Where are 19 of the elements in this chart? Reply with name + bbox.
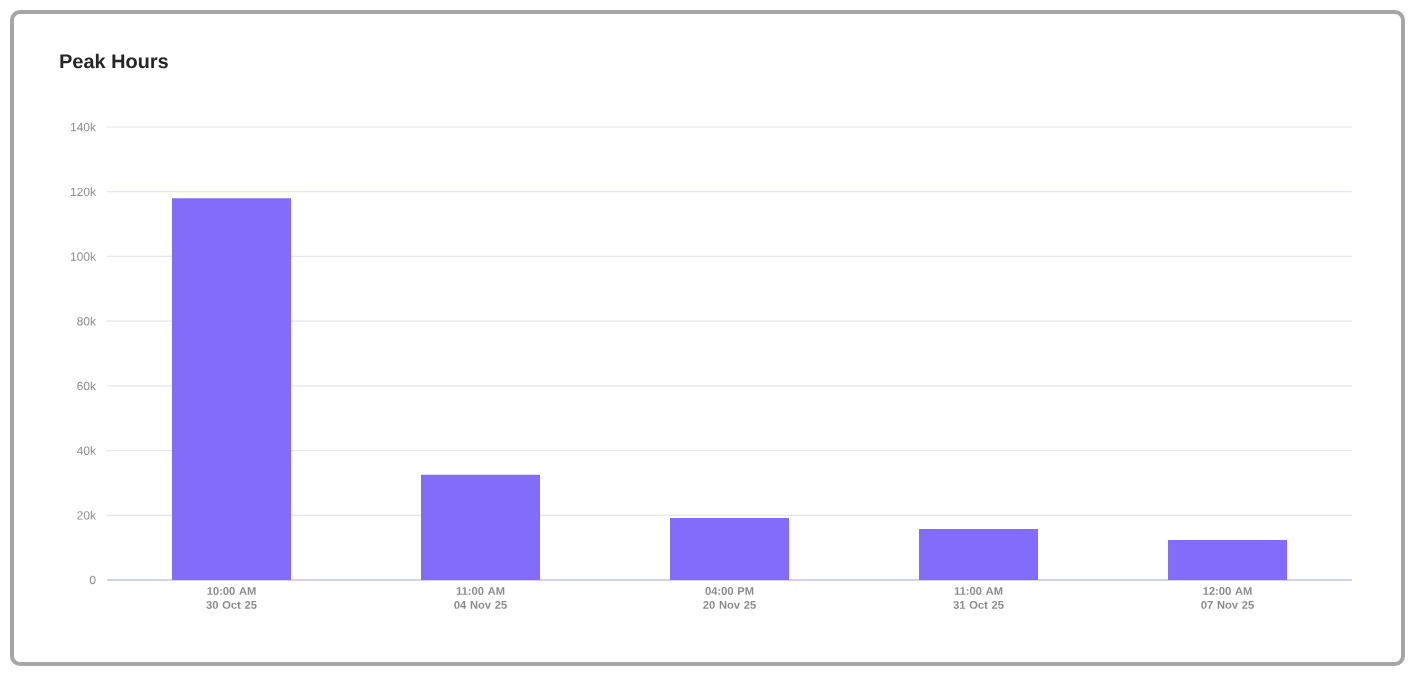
bar <box>421 474 541 580</box>
x-tick-label: 10:00 AM 30 Oct 25 <box>206 587 257 609</box>
y-tick-label: 100k <box>70 252 96 261</box>
y-tick-label: 80k <box>77 316 96 326</box>
bar <box>172 198 292 580</box>
x-tick-label: 04:00 PM 20 Nov 25 <box>703 587 756 609</box>
bar <box>670 517 790 580</box>
bar <box>919 528 1039 580</box>
y-tick-label: 60k <box>77 381 96 391</box>
y-tick-label: 20k <box>77 510 96 520</box>
x-tick-label: 11:00 AM 04 Nov 25 <box>454 587 507 609</box>
y-tick-label: 140k <box>70 122 96 132</box>
x-tick-label: 12:00 AM 07 Nov 25 <box>1201 587 1254 609</box>
chart-title: Peak Hours <box>60 53 168 69</box>
bar <box>1168 539 1288 580</box>
y-tick-label: 40k <box>76 446 96 455</box>
y-tick-label: 120k <box>70 187 96 197</box>
y-tick-label: 0 <box>89 575 96 585</box>
x-tick-label: 11:00 AM 31 Oct 25 <box>953 587 1004 609</box>
